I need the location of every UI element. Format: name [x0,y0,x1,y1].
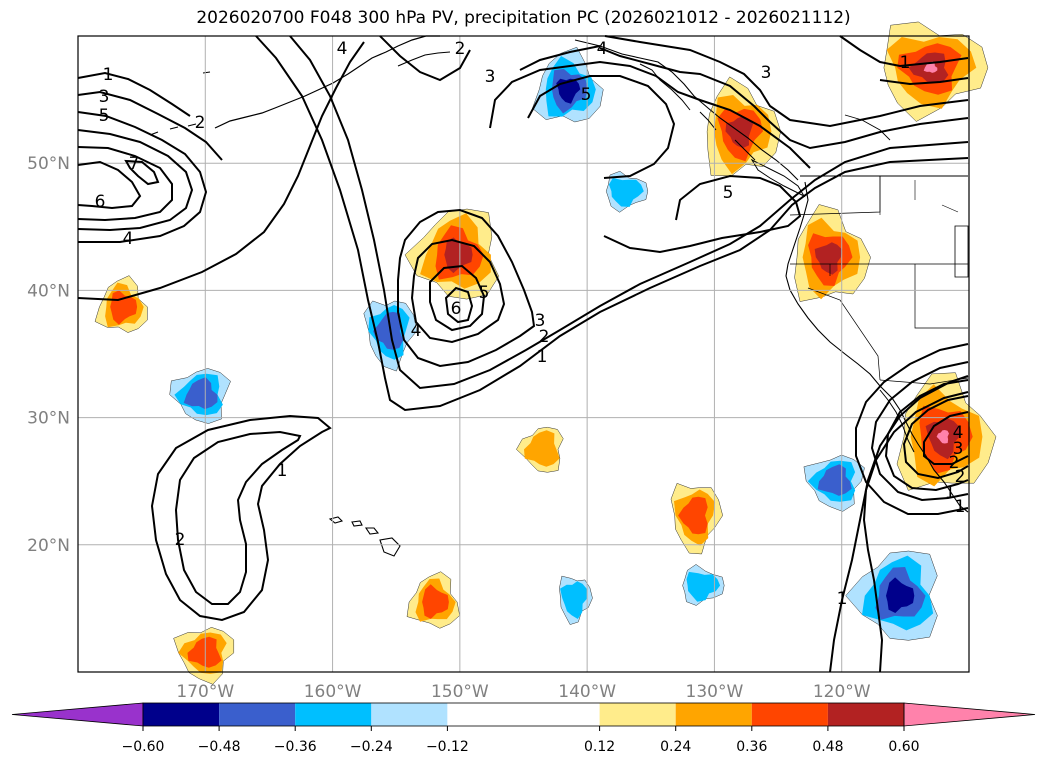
contour-label: 1 [945,483,956,503]
colorbar-tick-label: −0.60 [122,739,165,755]
contour-label: 4 [597,39,608,59]
colorbar-cell [143,703,220,726]
lat-tick-label: 50°N [27,154,70,174]
colorbar-tick-label: 0.12 [584,739,615,755]
plot-title: 2026020700 F048 300 hPa PV, precipitatio… [196,8,851,28]
colorbar-cells [11,702,1036,727]
precip-area-neg [559,575,593,625]
colorbar-extend-low [11,702,144,727]
contour-label: 2 [955,467,966,487]
lon-tick-label: 150°W [431,682,489,702]
colorbar-cell [295,703,372,726]
colorbar-tick-label: −0.24 [350,739,393,755]
lon-tick-label: 160°W [304,682,362,702]
precip-area-neg [845,550,938,641]
contour-label: 2 [949,453,960,473]
colorbar-tick-label: −0.48 [198,739,241,755]
latitude-axis: 50°N 40°N 30°N 20°N [27,154,70,556]
colorbar-tick-label: 0.36 [736,739,767,755]
contour-label: 3 [535,311,546,331]
contour-label: 6 [95,192,106,212]
contour-label: 1 [900,53,911,73]
precip-area-pos [516,426,564,473]
contour-label: 5 [99,106,110,126]
contour-label: 4 [953,423,964,443]
map-frame [77,35,970,673]
colorbar-cell [219,703,296,726]
colorbar-cell [827,703,904,726]
contour-label: 2 [539,327,550,347]
colorbar-cell [599,703,676,726]
precip-area-neg [605,170,649,213]
contour-label: 4 [337,39,348,59]
lat-tick-label: 30°N [27,409,70,429]
longitude-axis: 170°W 160°W 150°W 140°W 130°W 120°W [176,682,870,702]
contour-label: 2 [175,530,186,550]
contour-label: 1 [837,589,848,609]
precip-area-pos [173,627,235,685]
contour-label: 4 [123,229,134,249]
colorbar-cell [751,703,828,726]
contour-label: 5 [479,283,490,303]
colorbar-cell [675,703,752,726]
contour-label: 1 [955,497,966,517]
precip-area-pos [404,208,500,300]
contour-label: 2 [195,113,206,133]
lon-tick-label: 140°W [558,682,616,702]
contour-label: 5 [723,183,734,203]
precip-shading [94,21,997,685]
precip-area-pos [794,204,871,302]
contour-label: 4 [411,321,422,341]
colorbar-ticks: −0.60 −0.48 −0.36 −0.24 −0.12 0.12 0.24 0.36 0.4… [122,726,920,755]
political-borders [789,114,969,385]
contour-label: 3 [99,87,110,107]
precip-area-neg [169,368,231,424]
contour-label: 1 [103,65,114,85]
contour-label: 1 [277,461,288,481]
lon-tick-label: 130°W [686,682,744,702]
precip-area-pos [670,482,723,555]
colorbar-cell [371,703,448,726]
lon-tick-label: 120°W [813,682,871,702]
contour-label: 6 [451,299,462,319]
contour-label: 7 [129,154,140,174]
colorbar-cell [447,703,600,726]
lat-tick-label: 20°N [27,536,70,556]
contour-label: 1 [537,347,548,367]
contour-label: 3 [953,439,964,459]
colorbar-tick-label: −0.12 [426,739,469,755]
precip-area-neg [682,564,725,606]
precip-area-pos [94,275,148,333]
contour-label: 2 [455,39,466,59]
pv-contours [77,35,969,673]
colorbar-tick-label: −0.36 [274,739,317,755]
colorbar-tick-label: 0.24 [660,739,691,755]
colorbar-extend-high [903,702,1036,727]
lon-tick-label: 170°W [176,682,234,702]
precip-area-pos [406,571,460,629]
contour-label: 3 [485,67,496,87]
lat-tick-label: 40°N [27,281,70,301]
colorbar-tick-label: 0.48 [812,739,843,755]
colorbar-tick-label: 0.60 [888,739,919,755]
precip-area-neg [532,46,604,123]
precip-area-neg [803,454,865,512]
contour-label: 3 [761,63,772,83]
contour-label: 5 [581,85,592,105]
